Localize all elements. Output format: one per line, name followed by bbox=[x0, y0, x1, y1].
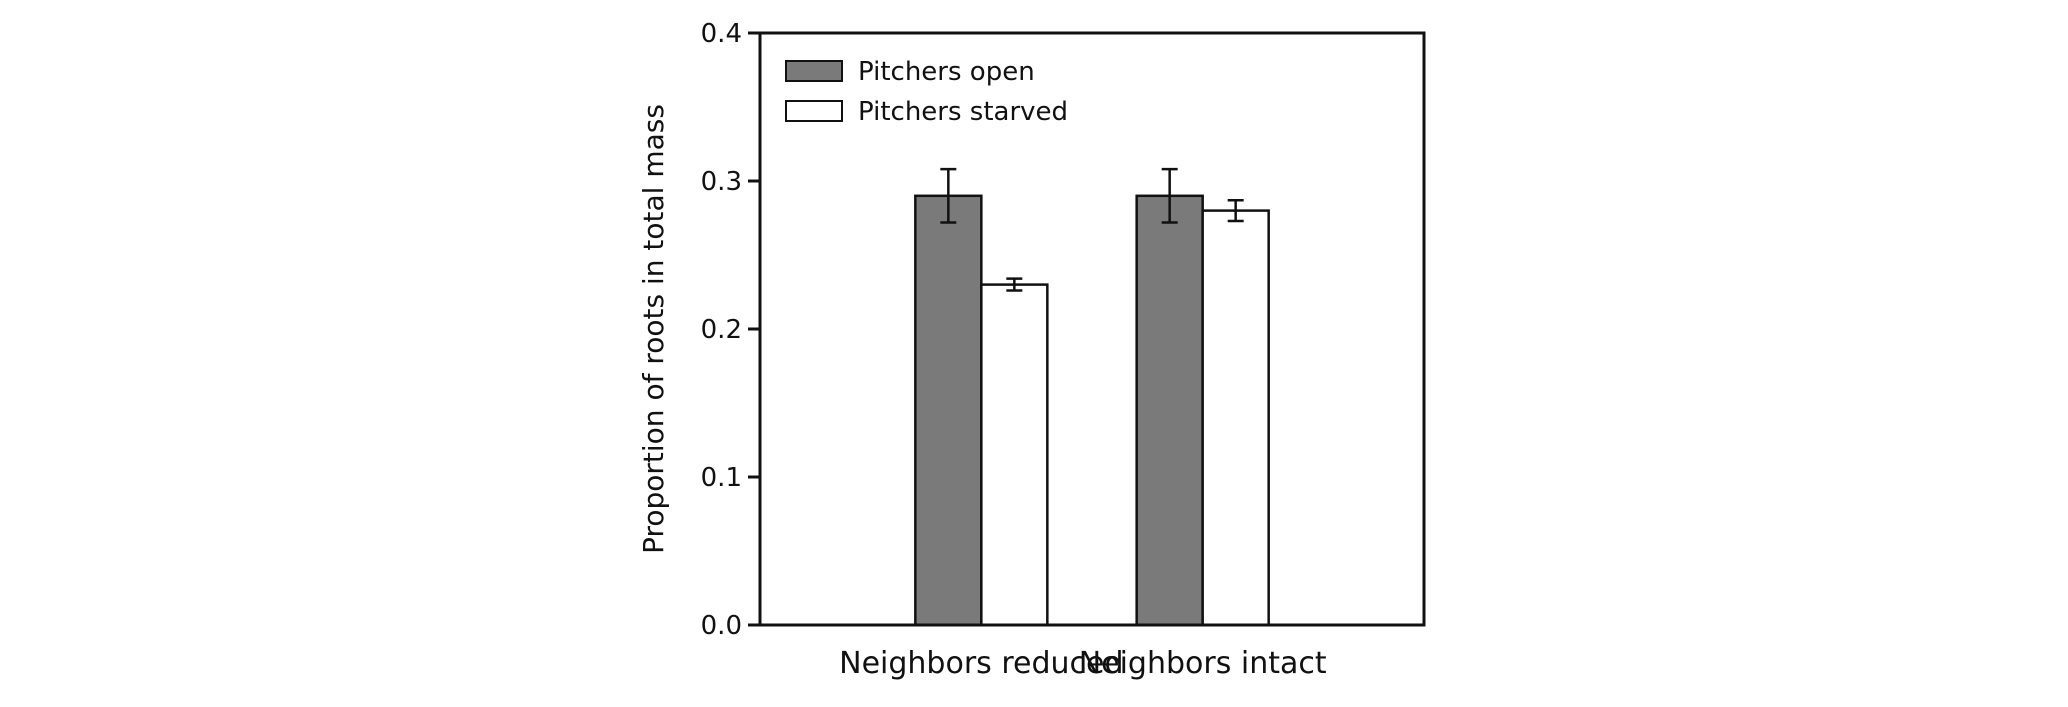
error-bars-layer bbox=[940, 167, 1244, 292]
y-tick-label: 0.4 bbox=[701, 19, 742, 49]
legend-swatch-pitchers-open bbox=[785, 60, 843, 82]
bar-pitchers-starved bbox=[1201, 209, 1270, 627]
legend-label: Pitchers starved bbox=[858, 97, 1068, 127]
y-axis: 0.0 0.1 0.2 0.3 0.4 bbox=[701, 19, 760, 641]
legend-swatch-pitchers-starved bbox=[785, 100, 843, 122]
x-category-label: Neighbors reduced bbox=[839, 646, 1123, 681]
y-tick-label: 0.3 bbox=[701, 167, 742, 197]
legend: Pitchers open Pitchers starved bbox=[785, 57, 1068, 127]
y-axis-title: Proportion of roots in total mass bbox=[637, 104, 670, 554]
legend-label: Pitchers open bbox=[858, 57, 1035, 87]
y-tick-label: 0.1 bbox=[701, 463, 742, 493]
bar-pitchers-open bbox=[1135, 194, 1204, 627]
bar-pitchers-open bbox=[914, 194, 983, 627]
y-tick-label: 0.2 bbox=[701, 315, 742, 345]
x-category-label: Neighbors intact bbox=[1079, 646, 1327, 681]
y-tick-label: 0.0 bbox=[701, 611, 742, 641]
bar-pitchers-starved bbox=[980, 283, 1049, 627]
bars-layer bbox=[914, 194, 1270, 627]
